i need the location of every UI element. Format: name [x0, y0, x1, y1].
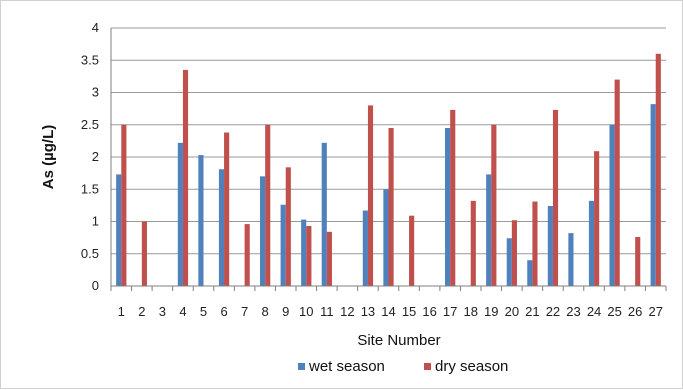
- bars: [116, 53, 661, 287]
- bar-dry-season-site-15: [409, 215, 415, 286]
- bar-wet-season-site-11: [321, 142, 327, 286]
- y-axis-tick-labels: 0 0.5 1 1.5 2 2.5 3 3.5 4: [81, 20, 99, 293]
- x-tick-label: 14: [381, 304, 395, 319]
- bar-dry-season-site-19: [491, 124, 497, 286]
- bar-wet-season-site-23: [568, 233, 574, 286]
- bar-wet-season-site-5: [198, 155, 204, 286]
- bar-dry-season-site-2: [141, 221, 147, 286]
- x-tick-label: 1: [118, 304, 125, 319]
- y-tick-label: 0: [92, 278, 99, 293]
- y-axis-title: As (µg/L): [40, 125, 57, 189]
- x-tick-label: 2: [138, 304, 145, 319]
- x-tick-label: 10: [299, 304, 313, 319]
- bar-dry-season-site-24: [594, 151, 600, 286]
- x-tick-label: 8: [262, 304, 269, 319]
- x-tick-label: 13: [361, 304, 375, 319]
- bar-dry-season-site-26: [635, 236, 641, 286]
- bar-dry-season-site-22: [552, 109, 559, 286]
- bar-wet-season-site-25: [609, 124, 615, 286]
- legend-swatch-dry-season: [424, 363, 431, 370]
- bar-dry-season-site-4: [182, 69, 189, 286]
- bar-dry-season-site-6: [224, 132, 230, 286]
- bar-dry-season-site-8: [265, 124, 271, 286]
- legend: wet season dry season: [298, 358, 508, 375]
- x-tick-label: 23: [566, 304, 580, 319]
- bar-dry-season-site-25: [614, 79, 620, 286]
- bar-wet-season-site-19: [486, 174, 492, 286]
- legend-label-dry-season: dry season: [435, 358, 508, 375]
- x-tick-label: 20: [505, 304, 519, 319]
- x-tick-label: 6: [220, 304, 227, 319]
- y-tick-label: 2.5: [81, 117, 99, 132]
- bar-wet-season-site-10: [301, 219, 307, 286]
- bar-wet-season-site-24: [588, 200, 595, 286]
- bar-dry-season-site-7: [244, 224, 250, 286]
- bar-dry-season-site-18: [470, 200, 476, 286]
- bar-wet-season-site-8: [260, 176, 266, 286]
- bar-wet-season-site-20: [506, 238, 512, 286]
- y-tick-label: 1.5: [81, 181, 99, 196]
- x-tick-label: 3: [159, 304, 166, 319]
- x-tick-label: 5: [200, 304, 207, 319]
- x-tick-label: 27: [648, 304, 662, 319]
- bar-wet-season-site-1: [116, 174, 122, 286]
- x-tick-label: 19: [484, 304, 498, 319]
- y-tick-label: 1: [92, 214, 99, 229]
- bar-dry-season-site-14: [388, 127, 394, 286]
- bar-dry-season-site-27: [655, 53, 661, 286]
- x-tick-label: 24: [587, 304, 601, 319]
- x-tick-label: 25: [607, 304, 621, 319]
- bar-dry-season-site-1: [121, 124, 127, 286]
- bar-dry-season-site-9: [285, 167, 291, 286]
- y-tick-label: 0.5: [81, 246, 99, 261]
- x-axis-title: Site Number: [357, 332, 440, 349]
- legend-label-wet-season: wet season: [308, 358, 385, 375]
- bar-dry-season-site-21: [532, 201, 538, 286]
- y-tick-label: 3: [92, 85, 99, 100]
- x-tick-label: 18: [463, 304, 477, 319]
- legend-swatch-wet-season: [298, 363, 305, 370]
- bar-wet-season-site-14: [383, 189, 389, 286]
- axes: [110, 28, 667, 291]
- y-tick-label: 3.5: [81, 52, 99, 67]
- x-tick-label: 16: [422, 304, 436, 319]
- bar-dry-season-site-13: [367, 105, 374, 287]
- x-tick-label: 22: [546, 304, 560, 319]
- bar-wet-season-site-4: [177, 142, 183, 286]
- bar-wet-season-site-21: [527, 260, 533, 286]
- bar-dry-season-site-20: [511, 220, 517, 286]
- bar-wet-season-site-13: [362, 210, 368, 286]
- x-tick-label: 26: [628, 304, 642, 319]
- y-tick-label: 2: [92, 149, 99, 164]
- bar-wet-season-site-27: [650, 104, 656, 286]
- x-tick-label: 21: [525, 304, 539, 319]
- y-tick-label: 4: [92, 20, 99, 35]
- x-tick-label: 17: [443, 304, 457, 319]
- x-tick-label: 12: [340, 304, 354, 319]
- x-tick-label: 9: [282, 304, 289, 319]
- bar-wet-season-site-6: [218, 169, 225, 286]
- bar-dry-season-site-10: [306, 226, 312, 286]
- bar-wet-season-site-22: [547, 206, 553, 286]
- bar-wet-season-site-9: [280, 204, 286, 286]
- bar-dry-season-site-17: [450, 109, 456, 286]
- x-axis-tick-labels: 1 2 3 4 5 6 7 8 9 10 11 12 13 14 15 16 17 18 19 20 21 22 23 24 2…: [118, 304, 663, 319]
- x-tick-label: 7: [241, 304, 248, 319]
- bar-wet-season-site-17: [445, 127, 451, 286]
- x-tick-label: 4: [179, 304, 186, 319]
- x-tick-label: 11: [320, 304, 334, 319]
- x-tick-label: 15: [402, 304, 416, 319]
- bar-dry-season-site-11: [326, 231, 332, 286]
